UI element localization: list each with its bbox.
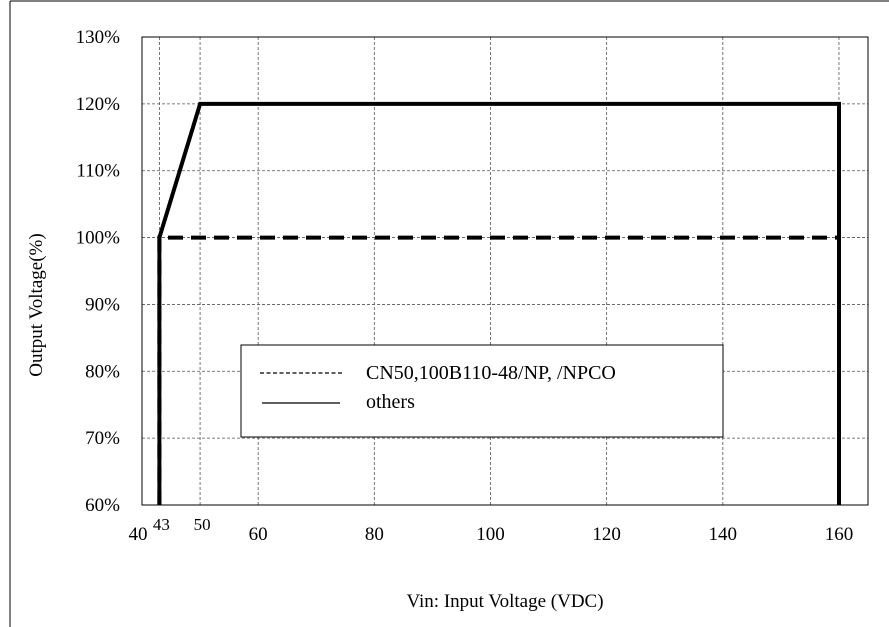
y-tick-label: 100% bbox=[76, 228, 121, 249]
legend-box bbox=[240, 344, 724, 438]
legend: CN50,100B110-48/NP, /NPCO others bbox=[240, 344, 724, 438]
x-tick-label: 80 bbox=[365, 524, 384, 545]
x-tick-label: 160 bbox=[825, 524, 854, 545]
y-tick-label: 120% bbox=[76, 94, 121, 115]
x-tick-label: 120 bbox=[592, 524, 621, 545]
x-extra-tick-label: 50 bbox=[194, 515, 211, 534]
y-tick-label: 60% bbox=[85, 495, 120, 516]
x-tick-label: 100 bbox=[476, 524, 505, 545]
legend-label-series-1: CN50,100B110-48/NP, /NPCO bbox=[366, 362, 616, 384]
chart-series bbox=[157, 101, 841, 505]
x-extra-tick-label: 43 bbox=[153, 515, 170, 534]
x-axis-label: Vin: Input Voltage (VDC) bbox=[406, 591, 603, 612]
y-axis-label: Output Voltage(%) bbox=[26, 233, 47, 376]
x-tick-label: 40 bbox=[129, 524, 148, 545]
y-tick-label: 90% bbox=[85, 294, 120, 315]
plot-area-border bbox=[141, 36, 869, 506]
x-tick-label: 140 bbox=[709, 524, 738, 545]
y-tick-label: 80% bbox=[85, 361, 120, 382]
x-tick-label: 60 bbox=[249, 524, 268, 545]
legend-label-series-2: others bbox=[366, 391, 415, 413]
y-tick-labels: 60% 70% 80% 90% 100% 110% 120% 130% bbox=[76, 27, 121, 516]
y-tick-label: 70% bbox=[85, 428, 120, 449]
series-line-2 bbox=[157, 101, 841, 505]
series-line-1 bbox=[157, 235, 841, 505]
x-tick-labels: 40 60 80 100 120 140 160 43 50 bbox=[129, 515, 854, 545]
y-tick-label: 110% bbox=[76, 161, 120, 182]
y-tick-label: 130% bbox=[76, 27, 121, 48]
